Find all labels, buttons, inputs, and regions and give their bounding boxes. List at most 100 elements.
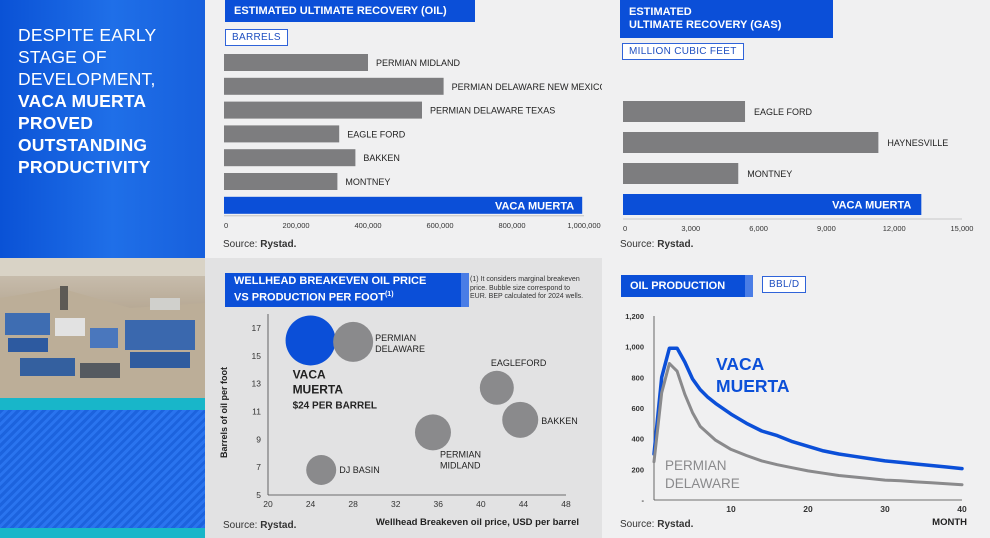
bar bbox=[623, 132, 879, 153]
x-tick-label: 44 bbox=[519, 499, 529, 509]
x-axis-title: MONTH bbox=[932, 517, 967, 528]
series-label: PERMIAN bbox=[665, 458, 727, 473]
x-tick-label: 24 bbox=[306, 499, 316, 509]
bubble-point bbox=[502, 401, 539, 438]
bubble-point bbox=[306, 454, 337, 485]
headline-line: VACA MUERTA bbox=[18, 91, 147, 111]
x-tick-label: 800,000 bbox=[498, 221, 525, 230]
breakeven-title-line: WELLHEAD BREAKEVEN OIL PRICE bbox=[234, 275, 427, 288]
headline-line: PRODUCTIVITY bbox=[18, 157, 151, 177]
bar bbox=[623, 101, 746, 122]
y-tick-label: 400 bbox=[631, 435, 644, 444]
footnote-line: price. Bubble size correspond to bbox=[470, 284, 570, 292]
oil-eur-title: ESTIMATED ULTIMATE RECOVERY (OIL) bbox=[225, 0, 475, 22]
breakeven-footnote: (1) It considers marginal breakeven pric… bbox=[470, 276, 595, 302]
bar bbox=[224, 125, 340, 143]
bubble-point bbox=[414, 414, 451, 451]
bar-label: EAGLE FORD bbox=[754, 107, 813, 117]
breakeven-title-line: VS PRODUCTION PER FOOT(1) bbox=[234, 288, 394, 305]
x-tick-label: 15,000 bbox=[951, 224, 974, 233]
bar-label: HAYNESVILLE bbox=[887, 138, 948, 148]
x-tick-label: 600,000 bbox=[426, 221, 453, 230]
y-tick-label: 15 bbox=[252, 351, 262, 361]
bar-label: EAGLE FORD bbox=[347, 129, 406, 139]
bar-label: MONTNEY bbox=[747, 169, 792, 179]
series-line bbox=[652, 346, 964, 471]
headline: DESPITE EARLY STAGE OF DEVELOPMENT, VACA… bbox=[18, 24, 203, 178]
gas-eur-source: Source: Rystad. bbox=[620, 239, 693, 250]
headline-line: STAGE OF bbox=[18, 47, 107, 67]
x-tick-label: 40 bbox=[957, 504, 967, 514]
y-tick-label: 5 bbox=[256, 490, 261, 500]
left-title-panel: DESPITE EARLY STAGE OF DEVELOPMENT, VACA… bbox=[0, 0, 205, 538]
source-name: Rystad. bbox=[260, 520, 297, 531]
series-label: MUERTA bbox=[716, 376, 790, 396]
oilfield-photo bbox=[0, 258, 205, 398]
headline-line: DESPITE EARLY bbox=[18, 25, 157, 45]
x-tick-label: 10 bbox=[726, 504, 736, 514]
oil-production-panel: OIL PRODUCTION BBL/D - 200 400 600 800 1,000 1… bbox=[602, 258, 990, 538]
y-tick-label: - bbox=[642, 496, 645, 505]
teal-band bbox=[0, 398, 205, 410]
bar bbox=[224, 77, 444, 95]
series-label: VACA bbox=[716, 354, 765, 374]
bubble-label: PERMIAN bbox=[375, 333, 416, 343]
y-tick-label: 7 bbox=[256, 462, 261, 472]
bubble-label: DJ BASIN bbox=[339, 465, 380, 475]
x-tick-label: 20 bbox=[263, 499, 273, 509]
bubble-label: BAKKEN bbox=[541, 416, 578, 426]
headline-line: PROVED bbox=[18, 113, 94, 133]
bubble-label: MIDLAND bbox=[440, 460, 481, 470]
bubble-point bbox=[333, 321, 374, 362]
bar bbox=[623, 163, 739, 184]
x-tick-label: 28 bbox=[348, 499, 358, 509]
gas-eur-panel: ESTIMATED ULTIMATE RECOVERY (GAS) MILLIO… bbox=[602, 0, 990, 258]
y-tick-label: 9 bbox=[256, 434, 261, 444]
breakeven-source: Source: Rystad. bbox=[223, 520, 296, 531]
y-tick-label: 1,000 bbox=[625, 343, 644, 352]
breakeven-title-text: VS PRODUCTION PER FOOT bbox=[234, 291, 385, 304]
bubble-label: DELAWARE bbox=[375, 344, 425, 354]
bubble-label: EAGLEFORD bbox=[491, 358, 547, 368]
oil-eur-panel: ESTIMATED ULTIMATE RECOVERY (OIL) BARREL… bbox=[205, 0, 602, 258]
gas-eur-title-line: ESTIMATED bbox=[629, 6, 692, 18]
breakeven-chart: 5 7 9 11 13 15 17 20 24 28 32 36 40 44 48 Barrels of oi… bbox=[219, 314, 579, 528]
x-tick-label: 6,000 bbox=[749, 224, 768, 233]
source-label: Source: bbox=[620, 519, 655, 530]
bubble-point bbox=[285, 315, 336, 366]
headline-line: DEVELOPMENT, bbox=[18, 69, 156, 89]
oilfield-illustration bbox=[0, 258, 205, 398]
x-tick-label: 32 bbox=[391, 499, 401, 509]
oil-eur-title-text: ESTIMATED ULTIMATE RECOVERY (OIL) bbox=[234, 4, 447, 17]
footnote-marker: (1) bbox=[384, 291, 394, 299]
bar-label: PERMIAN DELAWARE TEXAS bbox=[430, 106, 555, 116]
source-label: Source: bbox=[223, 520, 258, 531]
y-tick-label: 600 bbox=[631, 404, 644, 413]
bar-label: PERMIAN DELAWARE NEW MEXICO bbox=[452, 82, 602, 92]
title-accent bbox=[745, 275, 753, 297]
oil-production-unit: BBL/D bbox=[762, 276, 807, 293]
x-tick-label: 200,000 bbox=[282, 221, 309, 230]
source-name: Rystad. bbox=[657, 239, 694, 250]
bubble-point bbox=[479, 370, 514, 405]
breakeven-panel: WELLHEAD BREAKEVEN OIL PRICE VS PRODUCTI… bbox=[205, 258, 602, 538]
series-label: DELAWARE bbox=[665, 476, 740, 491]
bar-label: BAKKEN bbox=[363, 153, 400, 163]
bar bbox=[224, 101, 422, 119]
title-accent bbox=[461, 273, 469, 307]
footnote-line: EUR. BEP calculated for 2024 wells. bbox=[470, 293, 584, 300]
teal-band bbox=[0, 528, 205, 538]
bar-label: VACA MUERTA bbox=[495, 200, 574, 212]
y-tick-label: 200 bbox=[631, 465, 644, 474]
footnote-line: (1) It considers marginal breakeven bbox=[470, 276, 580, 283]
y-tick-label: 11 bbox=[252, 406, 261, 416]
oil-production-title-text: OIL PRODUCTION bbox=[630, 279, 726, 292]
x-tick-label: 0 bbox=[623, 224, 627, 233]
x-tick-label: 1,000,000 bbox=[567, 221, 600, 230]
source-label: Source: bbox=[620, 239, 655, 250]
bubble-label: VACA bbox=[293, 367, 326, 381]
bubble-label: PERMIAN bbox=[440, 449, 481, 459]
source-name: Rystad. bbox=[657, 519, 694, 530]
x-tick-label: 36 bbox=[434, 499, 444, 509]
bar-label: MONTNEY bbox=[345, 177, 390, 187]
